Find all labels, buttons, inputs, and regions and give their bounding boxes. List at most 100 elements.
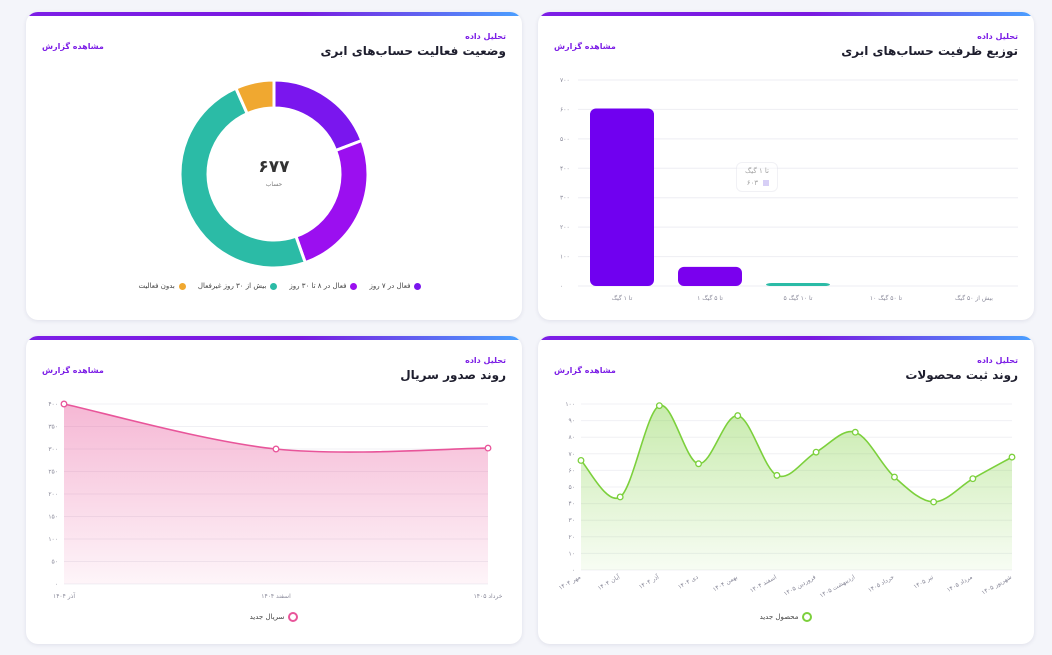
data-point <box>577 456 585 464</box>
view-report-link[interactable]: مشاهده گزارش <box>42 366 104 375</box>
y-tick-label: ۴۰۰ <box>48 401 58 408</box>
legend-item[interactable]: بدون فعالیت <box>139 282 186 290</box>
card-title: روند صدور سریال <box>400 368 506 382</box>
bar-chart: ۰ ۱۰۰ ۲۰۰ ۳۰۰ ۴۰۰ ۵۰۰ ۶۰۰ ۷۰۰ تا ۱ گیگ ۱ تا ۵ گیگ… <box>560 77 1018 302</box>
legend-marker <box>802 612 813 622</box>
y-tick-label: ۰ <box>572 567 575 574</box>
data-point <box>891 473 898 481</box>
x-tick-label: ۱ تا ۵ گیگ <box>697 294 723 302</box>
data-point <box>60 400 68 408</box>
x-tick-label: تیر ۱۴۰۵ <box>912 574 934 591</box>
donut-center: ۶۷۷ حساب <box>234 157 314 188</box>
card-capacity-distribution: تحلیل داده توزیع ظرفیت حساب‌های ابری مشا… <box>538 12 1034 320</box>
card-serial-trend: تحلیل داده روند صدور سریال مشاهده گزارش … <box>26 336 522 644</box>
donut-total: ۶۷۷ <box>258 157 290 177</box>
products-area-chart: ۰ ۱۰ ۲۰ ۳۰ ۴۰ ۵۰ ۶۰ ۷۰ ۸۰ ۹۰ ۱۰۰ مهر ۱۴۰۴ آبان ۱۴۰۴ آ… <box>558 401 1016 600</box>
donut-unit: حساب <box>265 181 283 188</box>
y-tick-label: ۱۵۰ <box>48 514 58 521</box>
legend-item[interactable]: بیش از ۳۰ روز غیرفعال <box>197 282 278 290</box>
donut-slice <box>178 86 308 270</box>
card-subtitle: تحلیل داده <box>465 356 506 365</box>
y-tick-label: ۳۰ <box>569 517 575 524</box>
card-accent-bar <box>26 12 522 16</box>
y-tick-label: ۶۰۰ <box>560 106 570 113</box>
bar <box>766 283 830 287</box>
y-tick-label: ۵۰۰ <box>560 136 570 143</box>
x-tick-label: بهمن ۱۴۰۴ <box>712 574 739 594</box>
legend-item[interactable]: فعال در ۸ تا ۳۰ روز <box>289 282 358 290</box>
area-fill <box>64 404 488 584</box>
data-point <box>695 460 702 468</box>
card-account-activity: تحلیل داده وضعیت فعالیت حساب‌های ابری مش… <box>26 12 522 320</box>
legend-item[interactable]: فعال در ۷ روز <box>369 282 422 290</box>
donut-chart <box>178 78 370 270</box>
view-report-link[interactable]: مشاهده گزارش <box>554 366 616 375</box>
legend-label: سریال جدید <box>249 613 285 621</box>
x-tick-label: شهریور ۱۴۰۵ <box>980 574 1013 597</box>
card-subtitle: تحلیل داده <box>977 32 1018 41</box>
card-header: تحلیل داده توزیع ظرفیت حساب‌های ابری <box>841 32 1018 58</box>
legend-label: بدون فعالیت <box>138 282 175 290</box>
x-tick-label: خرداد ۱۴۰۵ <box>867 574 896 595</box>
x-tick-label: مهر ۱۴۰۴ <box>558 574 582 592</box>
donut-legend: فعال در ۷ روز فعال در ۸ تا ۳۰ روز بیش از ۳… <box>130 282 430 290</box>
y-tick-label: ۳۰۰ <box>48 446 58 453</box>
data-point <box>484 444 492 452</box>
x-tick-label: اسفند ۱۴۰۴ <box>749 574 778 595</box>
view-report-link[interactable]: مشاهده گزارش <box>554 42 616 51</box>
data-point <box>272 445 280 453</box>
data-point <box>812 448 820 456</box>
y-tick-label: ۱۰ <box>569 550 575 557</box>
legend-dot <box>178 282 186 290</box>
legend-label: بیش از ۳۰ روز غیرفعال <box>197 282 267 290</box>
x-tick-label: دی ۱۴۰۴ <box>677 574 700 591</box>
x-tick-label: آبان ۱۴۰۴ <box>596 572 622 592</box>
y-tick-label: ۱۰۰ <box>48 536 58 543</box>
legend-marker <box>288 612 299 622</box>
data-point <box>851 428 859 436</box>
serial-area-chart: ۰ ۵۰ ۱۰۰ ۱۵۰ ۲۰۰ ۲۵۰ ۳۰۰ ۳۵۰ ۴۰۰ آذر ۱۴۰۴ اسفند ۱۴… <box>48 400 503 600</box>
donut-slice <box>272 78 364 153</box>
tooltip-value: ۶۰۳ <box>746 179 759 187</box>
y-tick-label: ۰ <box>55 581 58 588</box>
legend-dot <box>414 282 422 290</box>
card-header: تحلیل داده وضعیت فعالیت حساب‌های ابری <box>320 32 506 58</box>
legend-label: فعال در ۸ تا ۳۰ روز <box>289 282 347 290</box>
y-tick-label: ۷۰ <box>569 451 575 458</box>
y-tick-label: ۳۰۰ <box>560 195 570 202</box>
x-tick-label: اردیبهشت ۱۴۰۵ <box>819 574 857 600</box>
x-tick-label: خرداد ۱۴۰۵ <box>474 593 503 600</box>
bar <box>590 108 654 286</box>
card-accent-bar <box>26 336 522 340</box>
serial-legend: سریال جدید <box>26 612 522 622</box>
x-tick-label: بیش از ۵۰ گیگ <box>955 294 993 302</box>
x-tick-label: ۱۰ تا ۵۰ گیگ <box>870 294 903 302</box>
y-tick-label: ۷۰۰ <box>560 77 570 84</box>
y-tick-label: ۲۰ <box>569 534 575 541</box>
data-point <box>969 475 977 483</box>
products-legend: محصول جدید <box>538 612 1034 622</box>
y-tick-label: ۶۰ <box>569 467 575 474</box>
x-tick-label: مرداد ۱۴۰۵ <box>946 574 974 594</box>
card-subtitle: تحلیل داده <box>977 356 1018 365</box>
view-report-link[interactable]: مشاهده گزارش <box>42 42 104 51</box>
legend-item-products[interactable]: محصول جدید <box>760 612 813 622</box>
card-title: روند ثبت محصولات <box>905 368 1018 382</box>
area-fill <box>581 405 1012 570</box>
x-tick-label: آذر ۱۴۰۴ <box>53 591 75 600</box>
x-tick-label: اسفند ۱۴۰۴ <box>261 593 291 600</box>
data-point <box>930 498 938 506</box>
card-accent-bar <box>538 12 1034 16</box>
tooltip-swatch <box>763 180 770 186</box>
y-tick-label: ۴۰ <box>569 501 575 508</box>
x-tick-label: تا ۱ گیگ <box>612 294 633 302</box>
legend-dot <box>350 282 358 290</box>
data-point <box>1008 453 1016 461</box>
tooltip-title: تا ۱ گیگ <box>745 167 770 175</box>
y-tick-label: ۲۰۰ <box>48 491 58 498</box>
y-tick-label: ۳۵۰ <box>48 424 58 431</box>
data-point <box>655 402 663 410</box>
y-tick-label: ۲۰۰ <box>560 224 570 231</box>
legend-item-serial[interactable]: سریال جدید <box>250 612 299 622</box>
